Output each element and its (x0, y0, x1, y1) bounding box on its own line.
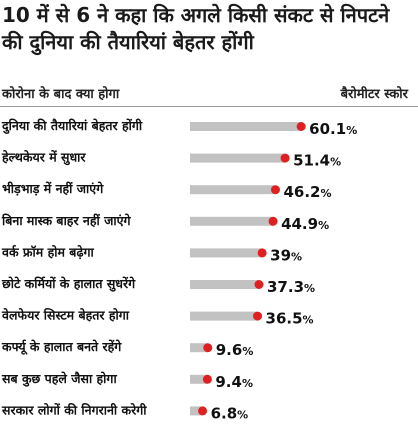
bar (190, 248, 263, 258)
bar-end-marker (270, 185, 280, 195)
category-label: वेलफेयर सिस्टम बेहतर होगा (1, 308, 130, 323)
score-column-header: बैरोमीटर स्कोर (340, 87, 408, 102)
bar-end-marker (202, 374, 212, 384)
value-label: 6.8% (211, 404, 249, 422)
value-unit: % (242, 345, 253, 358)
bar-end-marker (253, 311, 263, 321)
value-label: 46.2% (283, 183, 331, 201)
value-unit: % (318, 219, 329, 232)
value-number: 44.9 (281, 215, 318, 233)
bar (190, 153, 286, 163)
bar-end-marker (257, 248, 267, 258)
value-unit: % (330, 156, 341, 169)
value-number: 36.5 (266, 310, 303, 328)
value-number: 46.2 (283, 183, 320, 201)
category-label: वर्क फ्रॉम होम बढ़ेगा (1, 244, 95, 259)
value-number: 51.4 (293, 152, 330, 170)
value-label: 37.3% (267, 278, 315, 296)
value-unit: % (346, 124, 357, 137)
bar-end-marker (280, 153, 290, 163)
category-label: छोटे कर्मियों के हालात सुधरेंगे (1, 276, 136, 292)
bar (190, 374, 208, 384)
bar (190, 122, 302, 131)
bar (190, 406, 203, 416)
value-label: 60.1% (309, 120, 357, 138)
bar-end-marker (296, 122, 306, 131)
category-column-header: कोरोना के बाद क्या होगा (2, 87, 120, 102)
column-header: कोरोना के बाद क्या होगा बैरोमीटर स्कोर (2, 84, 414, 106)
value-unit: % (237, 408, 248, 421)
value-number: 37.3 (267, 278, 304, 296)
value-unit: % (304, 282, 315, 295)
value-number: 60.1 (309, 120, 346, 138)
bar (190, 311, 258, 321)
bar (190, 343, 208, 353)
category-label: दुनिया की तैयारियां बेहतर होंगी (1, 118, 143, 134)
value-unit: % (320, 187, 331, 200)
category-label: बिना मास्क बाहर नहीं जाएंगे (1, 213, 131, 228)
bar-end-marker (254, 280, 264, 289)
value-label: 36.5% (266, 310, 314, 328)
value-number: 39 (270, 246, 291, 264)
chart-title: 10 में से 6 ने कहा कि अगले किसी संकट से … (2, 3, 390, 54)
category-label: कर्फ्यू के हालात बनते रहेंगे (1, 339, 122, 355)
value-label: 44.9% (281, 215, 329, 233)
bar (190, 280, 260, 289)
category-label: भीड़भाड़ में नहीं जाएंगे (2, 181, 104, 196)
value-unit: % (242, 377, 253, 390)
header-divider (0, 106, 418, 107)
value-label: 9.6% (216, 341, 254, 359)
value-label: 9.4% (215, 373, 253, 391)
value-unit: % (303, 314, 314, 327)
value-number: 9.4 (215, 373, 242, 391)
value-unit: % (291, 250, 302, 263)
bar (190, 185, 276, 195)
bar-end-marker (203, 343, 213, 353)
bar-end-marker (198, 406, 208, 416)
value-number: 9.6 (216, 341, 243, 359)
value-label: 39% (270, 246, 302, 264)
category-label: हेल्थकेयर में सुधार (1, 150, 86, 166)
value-label: 51.4% (293, 152, 341, 170)
bar-end-marker (268, 216, 278, 226)
bar (190, 216, 274, 226)
category-label: सरकार लोगों की निगरानी करेगी (1, 402, 147, 417)
category-label: सब कुछ पहले जैसा होगा (1, 371, 117, 387)
value-number: 6.8 (211, 404, 238, 422)
